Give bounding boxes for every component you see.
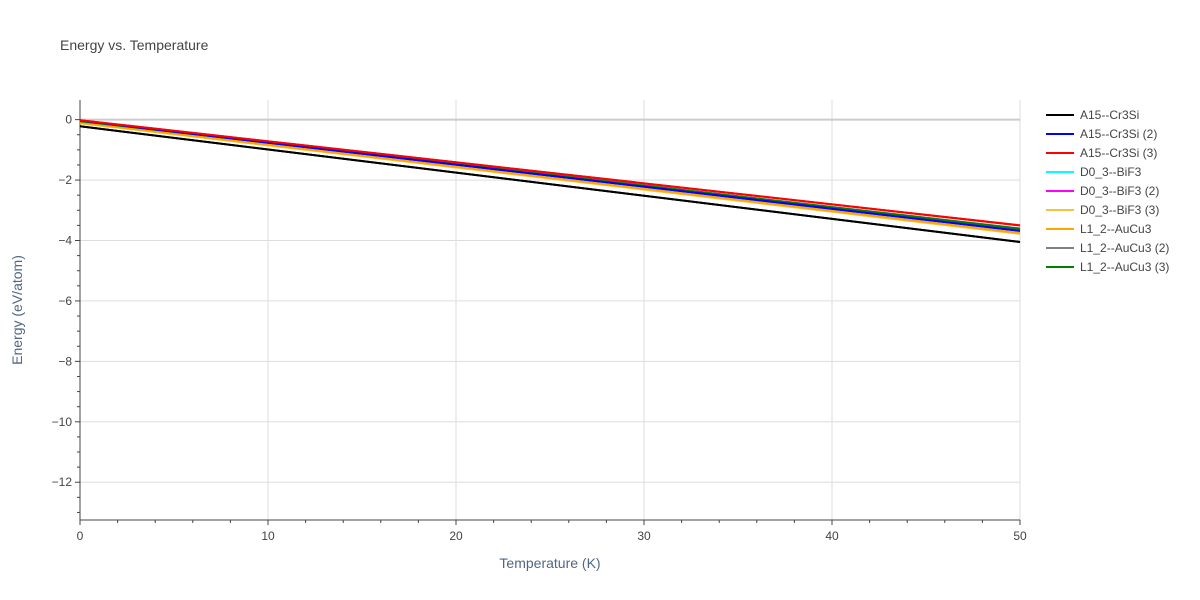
axes: 0 10 20 30 40 50 0 −2 −4 −6 −8 −10 −12 [52, 100, 1027, 543]
x-tick-label: 40 [825, 529, 839, 543]
y-tick-label: −12 [52, 475, 73, 489]
series-lines [79, 119, 1021, 244]
legend-label: D0_3--BiF3 (2) [1080, 184, 1159, 198]
series-line-top [79, 119, 1021, 232]
legend-label: D0_3--BiF3 [1080, 165, 1142, 179]
series-line-top [79, 125, 1021, 244]
x-tick-label: 30 [637, 529, 651, 543]
series-line-top [79, 119, 1021, 227]
legend-label: L1_2--AuCu3 (2) [1080, 241, 1169, 255]
y-tick-label: −10 [52, 415, 73, 429]
y-axis-title: Energy (eV/atom) [9, 255, 25, 365]
y-tick-label: −4 [58, 234, 72, 248]
y-tick-label: 0 [65, 113, 72, 127]
legend: A15--Cr3Si A15--Cr3Si (2) A15--Cr3Si (3) D0… [1046, 108, 1169, 274]
chart-title: Energy vs. Temperature [60, 37, 209, 53]
legend-label: L1_2--AuCu3 (3) [1080, 260, 1169, 274]
x-tick-label: 50 [1013, 529, 1027, 543]
x-tick-label: 0 [77, 529, 84, 543]
legend-label: A15--Cr3Si (3) [1080, 146, 1157, 160]
y-tick-label: −6 [58, 294, 72, 308]
x-axis-title: Temperature (K) [499, 555, 600, 571]
y-tick-label: −2 [58, 173, 72, 187]
x-tick-label: 20 [449, 529, 463, 543]
series-line [79, 121, 1021, 234]
x-tick-label: 10 [261, 529, 275, 543]
legend-label: A15--Cr3Si [1080, 108, 1139, 122]
y-tick-label: −8 [58, 354, 72, 368]
legend-label: A15--Cr3Si (2) [1080, 127, 1157, 141]
legend-label: L1_2--AuCu3 [1080, 222, 1152, 236]
legend-label: D0_3--BiF3 (3) [1080, 203, 1159, 217]
grid-lines [80, 100, 1021, 520]
